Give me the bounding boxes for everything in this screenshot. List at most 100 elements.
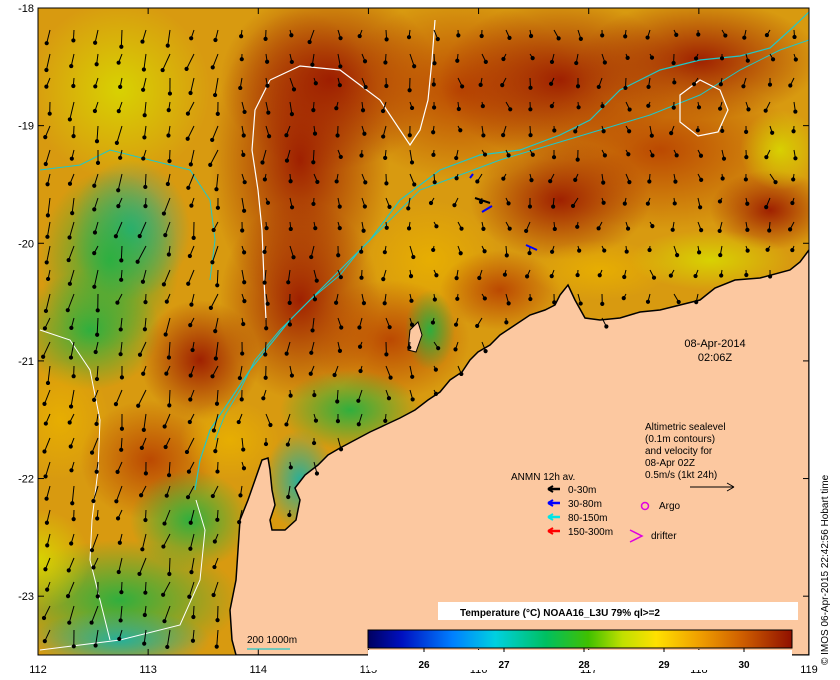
velocity-arrow bbox=[69, 269, 75, 284]
velocity-arrow-head bbox=[338, 154, 343, 160]
velocity-arrow-head bbox=[767, 274, 773, 279]
velocity-arrow-head bbox=[117, 636, 122, 642]
velocity-arrow-head bbox=[455, 296, 460, 301]
velocity-arrow-head bbox=[143, 517, 148, 523]
velocity-arrow-head bbox=[188, 546, 193, 551]
velocity-arrow-head bbox=[45, 213, 51, 218]
velocity-arrow bbox=[214, 77, 219, 96]
velocity-arrow-head bbox=[382, 301, 387, 306]
velocity-arrow-head bbox=[42, 449, 47, 454]
velocity-arrow-head bbox=[213, 356, 218, 361]
velocity-arrow-head bbox=[67, 117, 72, 122]
velocity-arrow-head bbox=[67, 620, 72, 625]
velocity-arrow bbox=[188, 581, 195, 597]
velocity-arrow bbox=[69, 221, 75, 238]
velocity-arrow-head bbox=[500, 83, 505, 88]
velocity-arrow-head bbox=[264, 226, 269, 231]
velocity-arrow-head bbox=[188, 162, 193, 167]
velocity-arrow-head bbox=[164, 493, 169, 498]
velocity-arrow-head bbox=[791, 129, 796, 134]
velocity-arrow-head bbox=[790, 247, 795, 253]
velocity-arrow-head bbox=[793, 156, 798, 161]
velocity-arrow-head bbox=[573, 129, 578, 134]
velocity-arrow-head bbox=[142, 327, 147, 332]
velocity-arrow-head bbox=[455, 58, 460, 63]
velocity-arrow-head bbox=[311, 201, 316, 207]
velocity-arrow-head bbox=[696, 105, 702, 110]
velocity-arrow-head bbox=[433, 391, 439, 396]
velocity-arrow-head bbox=[262, 249, 267, 254]
velocity-arrow-head bbox=[530, 56, 535, 61]
velocity-arrow-head bbox=[265, 59, 270, 64]
velocity-arrow bbox=[163, 197, 171, 214]
velocity-arrow-head bbox=[552, 128, 557, 133]
anmn-item-label: 80-150m bbox=[568, 513, 607, 524]
velocity-arrow-head bbox=[312, 297, 318, 302]
velocity-arrow bbox=[71, 485, 75, 504]
velocity-arrow-head bbox=[166, 252, 171, 257]
velocity-arrow-head bbox=[211, 592, 216, 598]
velocity-arrow bbox=[45, 293, 51, 312]
velocity-arrow bbox=[309, 29, 315, 43]
velocity-arrow-head bbox=[113, 402, 119, 407]
velocity-arrow-head bbox=[289, 205, 295, 210]
sealevel-contour bbox=[251, 79, 271, 321]
velocity-arrow-head bbox=[336, 253, 341, 258]
velocity-arrow-head bbox=[43, 567, 48, 572]
velocity-arrow-head bbox=[265, 301, 270, 306]
velocity-arrow-head bbox=[143, 184, 148, 190]
velocity-arrow-head bbox=[506, 201, 511, 206]
velocity-arrow-head bbox=[650, 224, 655, 229]
velocity-arrow-head bbox=[236, 419, 241, 425]
velocity-arrow-head bbox=[335, 133, 340, 138]
y-tick-label: -23 bbox=[18, 591, 34, 603]
velocity-arrow-head bbox=[163, 332, 168, 337]
velocity-arrow bbox=[139, 341, 147, 355]
velocity-arrow bbox=[213, 581, 219, 596]
velocity-arrow-head bbox=[697, 250, 702, 255]
velocity-arrow-head bbox=[167, 571, 172, 577]
velocity-arrow-head bbox=[691, 82, 697, 87]
isobath-line bbox=[214, 39, 809, 441]
velocity-arrow-head bbox=[645, 35, 650, 40]
velocity-arrow-head bbox=[119, 447, 124, 452]
velocity-arrow-head bbox=[45, 543, 50, 548]
velocity-arrow bbox=[69, 101, 75, 120]
velocity-arrow bbox=[215, 341, 219, 359]
velocity-arrow bbox=[92, 485, 99, 502]
velocity-arrow-head bbox=[237, 375, 242, 381]
velocity-arrow-head bbox=[93, 349, 98, 355]
velocity-arrow-head bbox=[578, 36, 583, 41]
velocity-arrow-head bbox=[359, 153, 364, 158]
velocity-arrow-head bbox=[668, 273, 673, 278]
velocity-arrow-head bbox=[357, 33, 362, 39]
velocity-arrow-head bbox=[44, 496, 49, 501]
y-tick-label: -21 bbox=[18, 356, 34, 368]
velocity-arrow-head bbox=[142, 135, 147, 140]
velocity-arrow bbox=[47, 365, 51, 384]
velocity-arrow bbox=[190, 509, 195, 523]
velocity-arrow-head bbox=[94, 376, 100, 382]
velocity-arrow-head bbox=[575, 84, 581, 89]
x-tick-label: 112 bbox=[29, 664, 47, 676]
velocity-arrow-head bbox=[92, 108, 98, 114]
velocity-arrow-head bbox=[528, 107, 533, 112]
velocity-arrow-head bbox=[44, 520, 50, 525]
velocity-arrow-head bbox=[68, 404, 74, 409]
velocity-arrow-head bbox=[287, 322, 293, 327]
anmn-item-label: 30-80m bbox=[568, 499, 602, 510]
velocity-arrow-head bbox=[165, 181, 170, 187]
velocity-arrow-head bbox=[288, 465, 293, 470]
velocity-arrow-head bbox=[670, 227, 675, 232]
velocity-arrow-head bbox=[550, 249, 555, 254]
velocity-arrow-head bbox=[482, 249, 487, 254]
velocity-arrow bbox=[45, 149, 51, 165]
velocity-arrow-head bbox=[215, 283, 220, 288]
velocity-arrow-head bbox=[627, 179, 632, 185]
velocity-arrow-head bbox=[528, 296, 533, 302]
velocity-arrow-head bbox=[139, 445, 144, 450]
velocity-arrow-head bbox=[453, 347, 458, 352]
velocity-arrow-head bbox=[214, 187, 219, 192]
velocity-arrow-head bbox=[140, 547, 145, 552]
